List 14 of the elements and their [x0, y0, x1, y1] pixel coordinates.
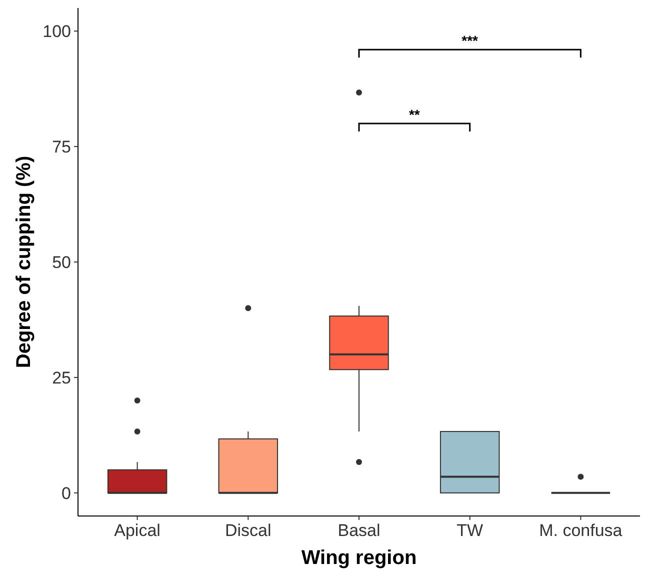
y-tick-label: 25	[52, 368, 71, 388]
x-axis-title: Wing region	[301, 547, 417, 569]
x-tick-label: M. confusa	[539, 521, 623, 540]
y-tick-label: 75	[52, 137, 71, 156]
y-tick-label: 100	[42, 22, 71, 42]
y-tick-label: 50	[52, 252, 71, 272]
y-tick-label: 0	[62, 484, 71, 503]
annotation: **	[408, 106, 420, 122]
x-tick-label: TW	[456, 521, 484, 540]
y-axis-title: Degree of cupping (%)	[13, 156, 35, 368]
annotation: ***	[462, 32, 479, 49]
x-tick-label: Discal	[225, 521, 272, 540]
x-tick-label: Basal	[338, 521, 380, 540]
x-tick-label: Apical	[114, 521, 160, 540]
